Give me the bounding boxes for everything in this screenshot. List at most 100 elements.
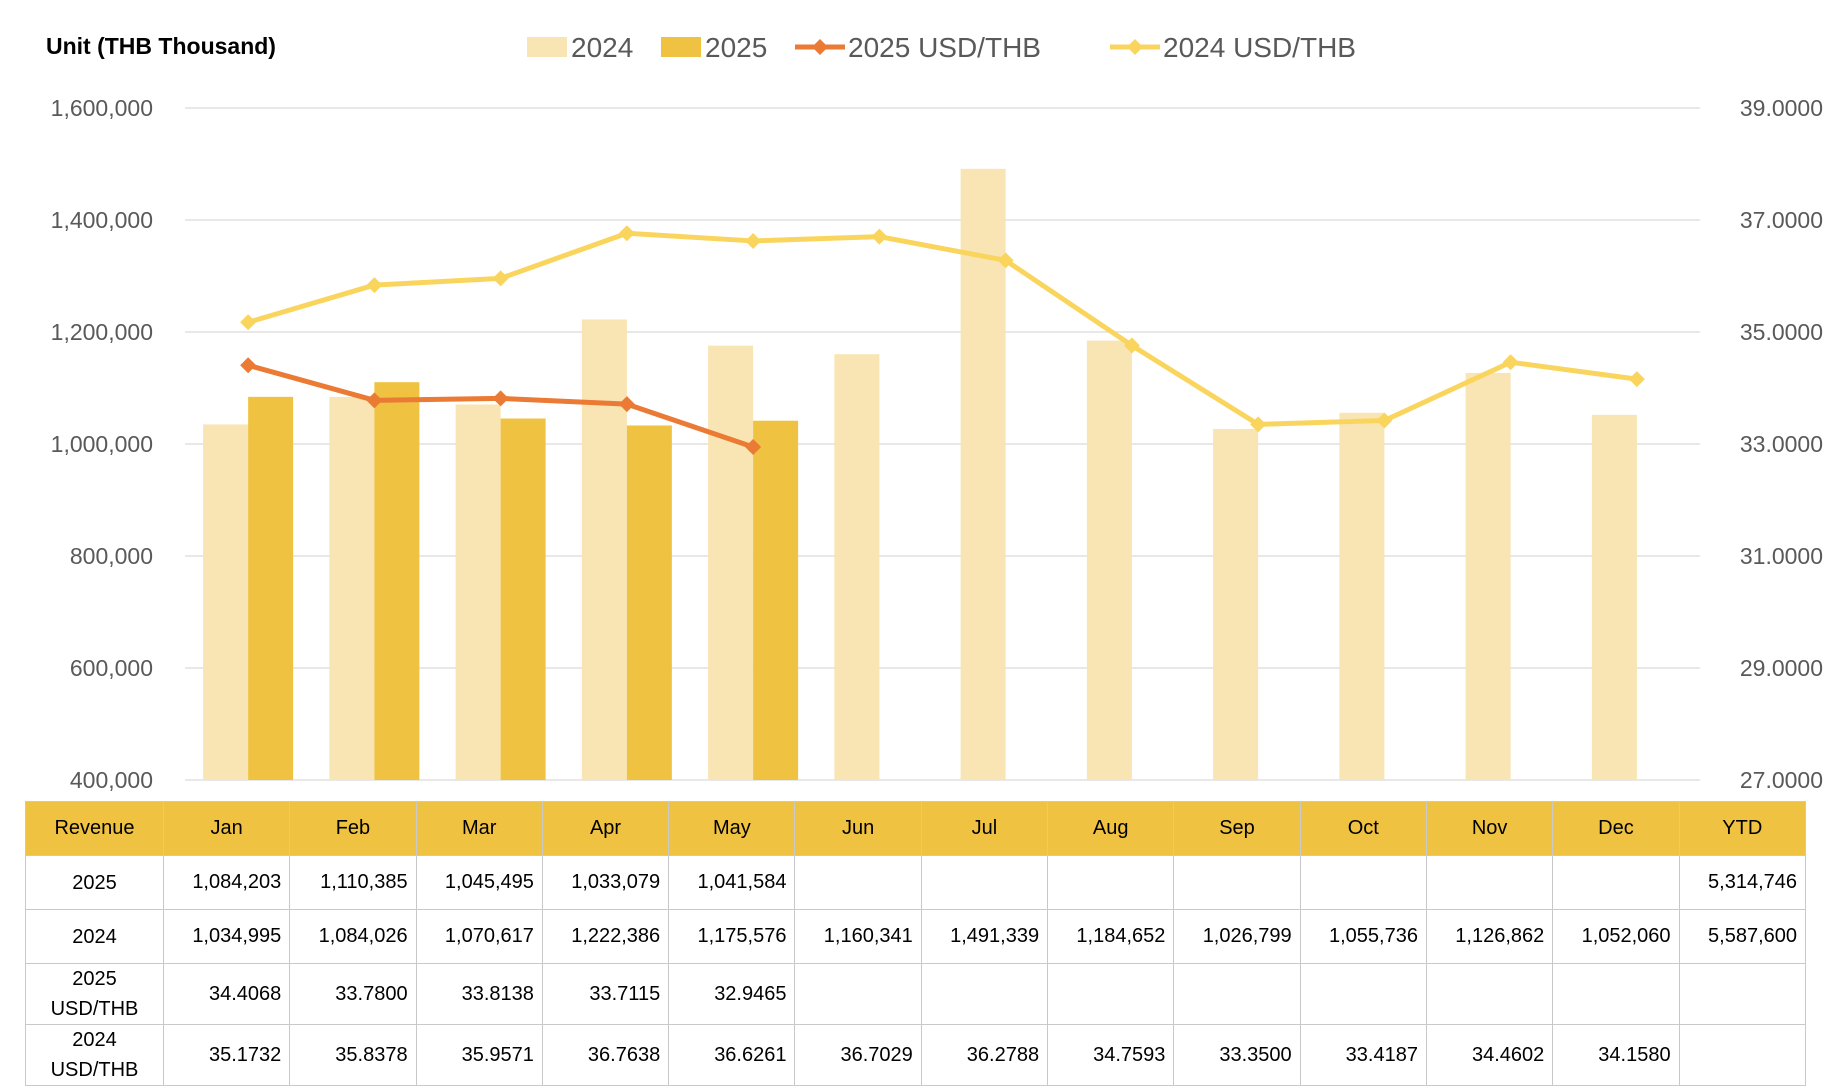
row-label: 2025 USD/THB xyxy=(25,963,164,1025)
table-header-cell: Aug xyxy=(1047,801,1175,856)
row-label: 2025 xyxy=(25,855,164,910)
table-cell: 36.6261 xyxy=(668,1024,796,1086)
bar-2025 xyxy=(753,420,799,780)
line-2024-usd-thb xyxy=(247,230,1638,427)
table-cell: 1,041,584 xyxy=(668,855,796,910)
revenue-chart: Unit (THB Thousand) 400,000 27.0000 600,00… xyxy=(46,32,1823,793)
table-header-cell: Jun xyxy=(794,801,922,856)
table-cell: 32.9465 xyxy=(668,963,796,1025)
table-cell: 1,491,339 xyxy=(920,909,1049,964)
point xyxy=(1502,354,1519,371)
y-right-tick-label: 31.0000 xyxy=(1740,543,1823,569)
table-cell: 33.8138 xyxy=(415,963,543,1025)
bar-2025 xyxy=(626,425,672,780)
table-cell xyxy=(1047,963,1175,1025)
table-cell xyxy=(920,855,1049,910)
point xyxy=(997,252,1014,269)
legend-marker xyxy=(1127,39,1143,55)
y-left-tick-label: 1,400,000 xyxy=(51,207,153,233)
table-row: 2025 1,084,203 1,110,385 1,045,495 1,033,079… xyxy=(25,855,1807,910)
bars xyxy=(203,168,1637,780)
point xyxy=(618,225,635,242)
table-cell: 1,084,203 xyxy=(162,855,291,910)
y-left-tick-label: 800,000 xyxy=(70,543,153,569)
legend-label: 2024 USD/THB xyxy=(1163,32,1356,63)
bar-2025 xyxy=(248,396,294,780)
row-label: 2024 USD/THB xyxy=(25,1024,164,1086)
bar-2024 xyxy=(708,345,754,780)
lines xyxy=(240,225,1645,455)
table-cell: 34.1580 xyxy=(1552,1024,1680,1086)
table-cell xyxy=(1678,963,1807,1025)
table-cell: 34.7593 xyxy=(1047,1024,1175,1086)
table-cell: 1,034,995 xyxy=(162,909,291,964)
table-header-cell: Jan xyxy=(162,801,291,856)
legend-label: 2025 xyxy=(705,32,767,63)
bar-2024 xyxy=(1213,428,1259,780)
table-cell: 36.7638 xyxy=(541,1024,670,1086)
table-cell: 33.7115 xyxy=(541,963,670,1025)
table-cell xyxy=(1173,963,1301,1025)
legend-swatch xyxy=(527,37,567,57)
table-header-cell: Revenue xyxy=(25,801,164,856)
table-cell: 1,084,026 xyxy=(289,909,417,964)
unit-label: Unit (THB Thousand) xyxy=(46,33,276,59)
table-cell xyxy=(794,855,922,910)
table-header-row: Revenue Jan Feb Mar Apr May Jun Jul Aug Sep Oct Nov… xyxy=(25,801,1807,856)
table-cell: 5,587,600 xyxy=(1678,909,1807,964)
revenue-table: Revenue Jan Feb Mar Apr May Jun Jul Aug Sep Oct Nov… xyxy=(25,801,1807,1086)
point xyxy=(871,228,888,245)
table-header-cell: Sep xyxy=(1173,801,1301,856)
table-cell xyxy=(1299,855,1427,910)
y-left-tick-label: 600,000 xyxy=(70,655,153,681)
table-header-cell: Nov xyxy=(1425,801,1554,856)
table-row: 2024 USD/THB 35.1732 35.8378 35.9571 36.7638… xyxy=(25,1024,1807,1086)
table-header-cell: Feb xyxy=(289,801,417,856)
table-cell: 34.4068 xyxy=(162,963,291,1025)
bar-2025 xyxy=(500,418,546,780)
point xyxy=(1376,412,1393,429)
legend-marker xyxy=(812,39,828,55)
point xyxy=(618,396,635,413)
axes: 400,000 27.0000 600,000 29.0000 800,000 31.00… xyxy=(51,95,1823,793)
table-cell: 1,175,576 xyxy=(668,909,796,964)
table-header-cell: Mar xyxy=(415,801,543,856)
table-header-cell: Apr xyxy=(541,801,670,856)
table-cell xyxy=(794,963,922,1025)
bar-2024 xyxy=(1339,412,1385,780)
table-cell: 1,052,060 xyxy=(1552,909,1680,964)
table-cell: 1,110,385 xyxy=(289,855,417,910)
table-cell xyxy=(1047,855,1175,910)
table-cell: 33.3500 xyxy=(1173,1024,1301,1086)
row-label: 2024 xyxy=(25,909,164,964)
table-cell xyxy=(1552,855,1680,910)
table-row: 2024 1,034,995 1,084,026 1,070,617 1,222,386… xyxy=(25,909,1807,964)
point xyxy=(366,277,383,294)
y-right-tick-label: 39.0000 xyxy=(1740,95,1823,121)
table-header-cell: Oct xyxy=(1299,801,1427,856)
table-cell xyxy=(1552,963,1680,1025)
table-cell: 35.8378 xyxy=(289,1024,417,1086)
bar-2024 xyxy=(960,168,1006,780)
table-cell: 1,160,341 xyxy=(794,909,922,964)
legend-swatch xyxy=(661,37,701,57)
legend-label: 2025 USD/THB xyxy=(848,32,1041,63)
point xyxy=(1250,416,1267,433)
table-header-cell: Jul xyxy=(920,801,1049,856)
table-cell: 33.7800 xyxy=(289,963,417,1025)
point xyxy=(745,232,762,249)
table-cell xyxy=(1425,963,1554,1025)
gridlines xyxy=(185,107,1700,781)
y-right-tick-label: 35.0000 xyxy=(1740,319,1823,345)
point xyxy=(1628,371,1645,388)
bar-2024 xyxy=(581,319,627,780)
table-cell: 1,055,736 xyxy=(1299,909,1427,964)
table-cell: 1,184,652 xyxy=(1047,909,1175,964)
bar-2024 xyxy=(1086,340,1132,780)
y-right-tick-label: 37.0000 xyxy=(1740,207,1823,233)
y-left-tick-label: 1,600,000 xyxy=(51,95,153,121)
table-cell: 36.2788 xyxy=(920,1024,1049,1086)
table-cell: 36.7029 xyxy=(794,1024,922,1086)
table-cell xyxy=(1173,855,1301,910)
y-right-tick-label: 33.0000 xyxy=(1740,431,1823,457)
